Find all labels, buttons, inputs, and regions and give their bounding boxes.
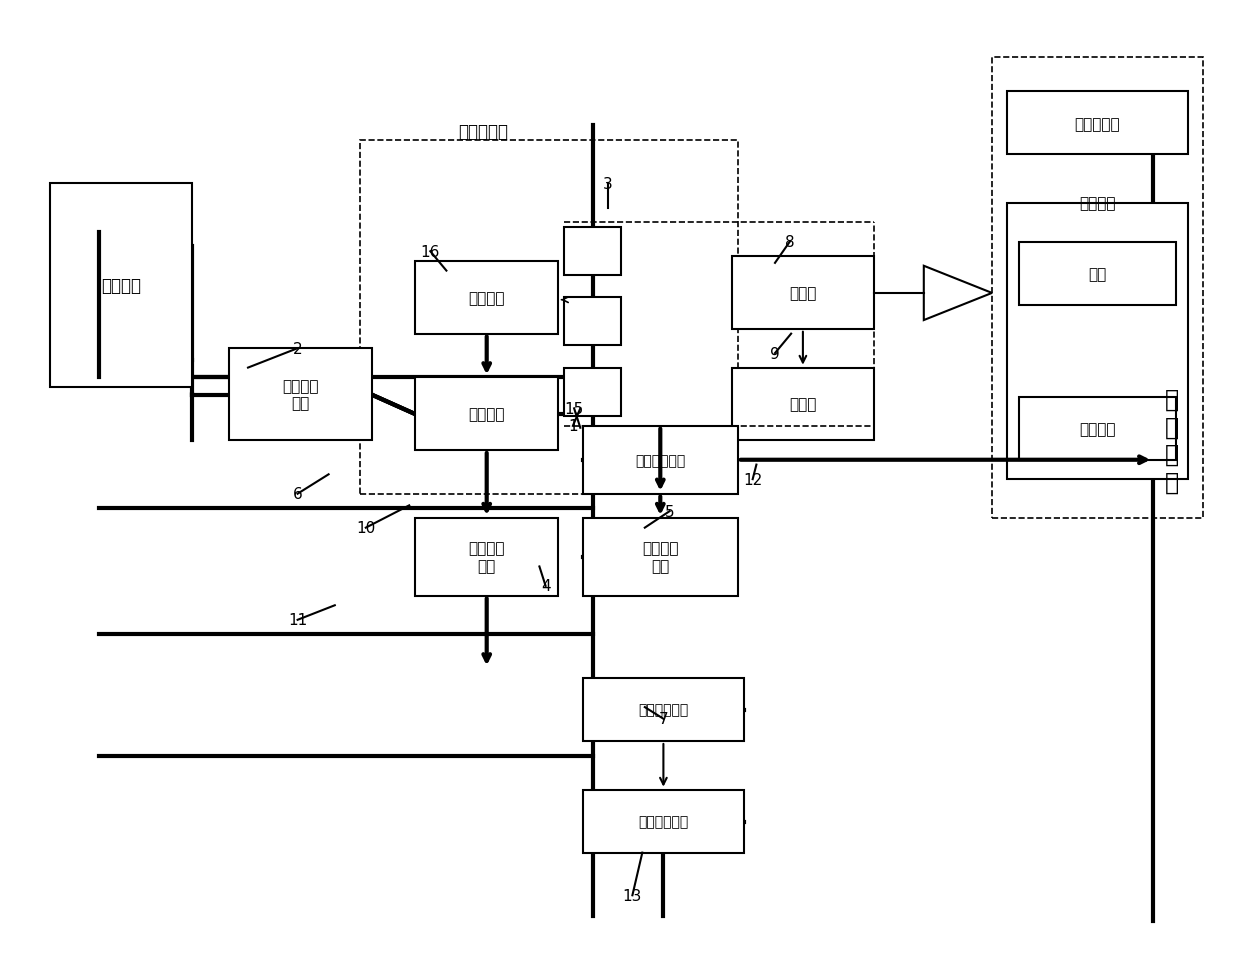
Text: 缓冲设施: 缓冲设施 bbox=[469, 291, 505, 305]
Text: 中后期雨: 中后期雨 bbox=[1079, 422, 1116, 437]
Bar bbox=[583, 426, 738, 494]
Bar bbox=[1019, 397, 1176, 460]
Text: 非降雨时期: 非降雨时期 bbox=[1075, 116, 1120, 132]
Text: 合流制小区: 合流制小区 bbox=[459, 123, 508, 141]
Text: 控制器: 控制器 bbox=[789, 397, 817, 412]
Text: 传送器: 传送器 bbox=[789, 286, 817, 300]
Bar bbox=[1007, 92, 1188, 155]
Text: 降雨时期: 降雨时期 bbox=[1079, 196, 1116, 211]
Bar bbox=[732, 257, 874, 329]
Text: 3: 3 bbox=[603, 176, 613, 192]
Text: 污水处理设施: 污水处理设施 bbox=[635, 453, 686, 467]
Text: 11: 11 bbox=[288, 612, 308, 628]
Text: 8: 8 bbox=[785, 234, 795, 250]
Text: 15: 15 bbox=[564, 401, 584, 417]
Bar bbox=[564, 297, 621, 346]
Text: 在线处理设施: 在线处理设施 bbox=[639, 814, 688, 828]
Bar bbox=[1019, 242, 1176, 305]
Text: 9: 9 bbox=[770, 346, 780, 361]
Bar bbox=[564, 368, 621, 417]
Text: 2: 2 bbox=[293, 341, 303, 357]
Bar bbox=[992, 58, 1203, 518]
Bar bbox=[415, 378, 558, 451]
Text: 6: 6 bbox=[293, 486, 303, 502]
Text: 7: 7 bbox=[658, 711, 668, 727]
Text: 污水收容
设施: 污水收容 设施 bbox=[283, 379, 319, 411]
Bar bbox=[583, 790, 744, 853]
Text: 1: 1 bbox=[568, 419, 578, 434]
Text: 5: 5 bbox=[665, 504, 675, 519]
Bar bbox=[360, 141, 738, 494]
Text: 4: 4 bbox=[541, 578, 551, 594]
Bar bbox=[583, 518, 738, 596]
Bar bbox=[1007, 203, 1188, 480]
Text: 第二分流设施: 第二分流设施 bbox=[639, 703, 688, 717]
Text: 初雨调蓄
设施: 初雨调蓄 设施 bbox=[642, 541, 678, 574]
Text: 自
然
水
体: 自 然 水 体 bbox=[1164, 388, 1179, 494]
Text: 第一分流
设施: 第一分流 设施 bbox=[469, 541, 505, 574]
Bar bbox=[229, 349, 372, 441]
Bar bbox=[732, 368, 874, 441]
Bar bbox=[415, 518, 558, 596]
Text: 12: 12 bbox=[743, 472, 763, 487]
Text: 13: 13 bbox=[622, 888, 642, 903]
Text: 单元区域: 单元区域 bbox=[100, 277, 141, 295]
Text: 初雨: 初雨 bbox=[1089, 266, 1106, 282]
Bar bbox=[564, 228, 621, 276]
Bar bbox=[50, 184, 192, 388]
Text: 10: 10 bbox=[356, 520, 376, 536]
Text: 截流设施: 截流设施 bbox=[469, 407, 505, 422]
Text: 16: 16 bbox=[420, 244, 440, 260]
Bar bbox=[415, 262, 558, 334]
Bar bbox=[583, 678, 744, 741]
